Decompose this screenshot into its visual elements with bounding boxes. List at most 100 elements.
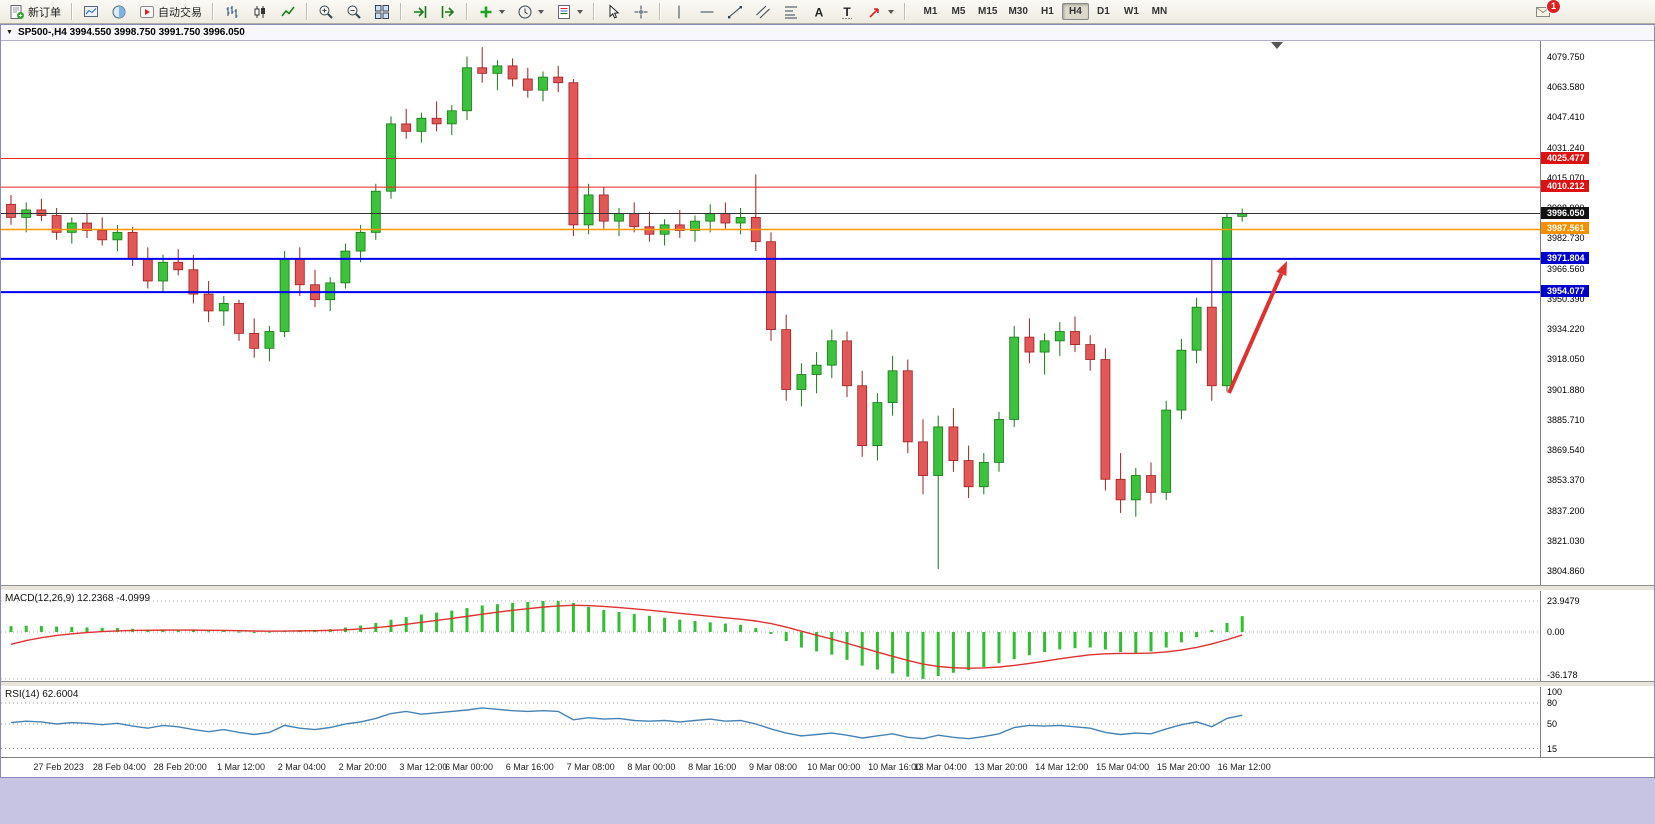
trendline-tool-button[interactable] xyxy=(722,1,748,23)
periods-button[interactable] xyxy=(512,1,549,23)
zoom-in-button[interactable] xyxy=(313,1,339,23)
rsi-chart[interactable] xyxy=(1,687,1540,757)
rsi-axis-label: 15 xyxy=(1547,743,1558,754)
macd-panel[interactable]: MACD(12,26,9) 12.2368 -4.0999 xyxy=(1,591,1540,681)
chart-title: SP500-,H4 3994.550 3998.750 3991.750 399… xyxy=(17,27,245,38)
price-tag: 3987.561 xyxy=(1541,222,1589,235)
rsi-label: RSI(14) 62.6004 xyxy=(5,689,79,700)
indicators-button[interactable] xyxy=(473,1,510,23)
chart-menu-triangle[interactable]: ▼ xyxy=(6,29,13,36)
timeframe-m30[interactable]: M30 xyxy=(1008,6,1028,17)
timeframe-m1[interactable]: M1 xyxy=(923,6,938,17)
crosshair-icon xyxy=(633,4,649,20)
text-icon: A xyxy=(811,4,827,20)
price-axis-label: 3885.710 xyxy=(1547,414,1585,425)
timeframe-d1[interactable]: D1 xyxy=(1097,6,1110,17)
time-axis-label: 7 Mar 08:00 xyxy=(566,762,615,772)
line-chart-mode-button[interactable] xyxy=(275,1,301,23)
price-axis: 4025.477 4010.212 3996.050 3987.561 3971.804… xyxy=(1540,41,1654,585)
label-tool-button[interactable]: T xyxy=(834,1,860,23)
time-axis-label: 13 Mar 20:00 xyxy=(974,762,1028,772)
rsi-axis: 100 80 50 15 xyxy=(1540,687,1654,757)
time-axis-label: 16 Mar 12:00 xyxy=(1217,762,1271,772)
time-axis-label: 6 Mar 00:00 xyxy=(444,762,494,772)
new-order-button[interactable]: 新订单 xyxy=(4,1,66,23)
macd-chart[interactable] xyxy=(1,591,1540,681)
panel-divider[interactable] xyxy=(1,585,1654,591)
time-axis-label: 8 Mar 16:00 xyxy=(688,762,737,772)
chart-shift-button[interactable] xyxy=(435,1,461,23)
profiles-button[interactable] xyxy=(106,1,132,23)
timeframe-h1[interactable]: H1 xyxy=(1041,6,1054,17)
price-axis-label: 4047.410 xyxy=(1547,112,1585,123)
price-axis-label: 3934.220 xyxy=(1547,324,1585,335)
time-axis-label: 10 Mar 16:00 xyxy=(868,762,922,772)
price-axis-label: 3821.030 xyxy=(1547,535,1585,546)
price-chart[interactable] xyxy=(1,41,1540,585)
candlestick-mode-button[interactable] xyxy=(247,1,273,23)
templates-button[interactable] xyxy=(551,1,588,23)
price-axis-label: 3950.390 xyxy=(1547,293,1585,304)
trendline-icon xyxy=(727,4,743,20)
toolbar-separator xyxy=(593,3,595,20)
price-axis-label: 3853.370 xyxy=(1547,475,1585,486)
time-axis-label: 15 Mar 04:00 xyxy=(1096,762,1150,772)
horizontal-line-tool-button[interactable] xyxy=(694,1,720,23)
candles-icon xyxy=(252,4,268,20)
channel-tool-button[interactable] xyxy=(750,1,776,23)
chart-shift-icon xyxy=(440,4,456,20)
new-chart-button[interactable] xyxy=(78,1,104,23)
autoscroll-button[interactable] xyxy=(407,1,433,23)
new-chart-icon xyxy=(83,4,99,20)
autotrading-button[interactable]: 自动交易 xyxy=(134,1,207,23)
timeframe-h4[interactable]: H4 xyxy=(1061,3,1089,20)
timeframe-m15[interactable]: M15 xyxy=(978,6,998,17)
vertical-line-tool-button[interactable] xyxy=(666,1,692,23)
bars-icon xyxy=(224,4,240,20)
timeframe-m5[interactable]: M5 xyxy=(951,6,966,17)
autotrading-icon xyxy=(139,4,155,20)
price-tag: 3954.077 xyxy=(1541,285,1589,298)
chevron-down-icon xyxy=(577,9,583,14)
channel-icon xyxy=(755,4,771,20)
toolbar-separator xyxy=(466,3,468,20)
autotrading-label: 自动交易 xyxy=(158,6,202,19)
vertical-line-icon xyxy=(671,4,687,20)
macd-axis-label: -36.178 xyxy=(1547,670,1578,680)
fibonacci-tool-button[interactable] xyxy=(778,1,804,23)
timeframe-w1[interactable]: W1 xyxy=(1123,6,1139,17)
time-axis-label: 6 Mar 16:00 xyxy=(505,762,554,772)
text-tool-button[interactable]: A xyxy=(806,1,832,23)
time-axis-label: 27 Feb 2023 xyxy=(33,762,84,772)
time-axis-label: 28 Feb 20:00 xyxy=(153,762,207,772)
cursor-tool-button[interactable] xyxy=(600,1,626,23)
templates-icon xyxy=(556,4,572,20)
time-axis-label: 15 Mar 20:00 xyxy=(1156,762,1210,772)
time-axis-label: 2 Mar 20:00 xyxy=(338,762,387,772)
macd-axis-label: 23.9479 xyxy=(1547,595,1580,606)
price-axis-label: 3918.050 xyxy=(1547,354,1585,365)
panel-divider[interactable] xyxy=(1,681,1654,687)
crosshair-tool-button[interactable] xyxy=(628,1,654,23)
tile-windows-button[interactable] xyxy=(369,1,395,23)
rsi-axis-label: 50 xyxy=(1547,719,1558,729)
price-tag: 4025.477 xyxy=(1541,151,1589,164)
chevron-down-icon xyxy=(888,9,894,14)
time-axis-label: 14 Mar 12:00 xyxy=(1035,762,1089,772)
notification-button[interactable]: 1 xyxy=(1530,0,1561,23)
time-axis-label: 2 Mar 04:00 xyxy=(277,762,326,772)
toolbar-separator xyxy=(306,3,308,20)
zoom-out-button[interactable] xyxy=(341,1,367,23)
rsi-panel[interactable]: RSI(14) 62.6004 xyxy=(1,687,1540,757)
price-axis-label: 4015.070 xyxy=(1547,172,1585,183)
arrows-tool-button[interactable] xyxy=(862,1,899,23)
bar-chart-mode-button[interactable] xyxy=(219,1,245,23)
cursor-icon xyxy=(605,3,621,20)
price-chart-panel[interactable] xyxy=(1,41,1540,585)
macd-axis-label: 0.00 xyxy=(1547,627,1565,637)
price-axis-label: 3804.860 xyxy=(1547,566,1585,577)
price-axis-label: 3982.730 xyxy=(1547,233,1585,244)
timeframe-mn[interactable]: MN xyxy=(1151,6,1168,17)
macd-label: MACD(12,26,9) 12.2368 -4.0999 xyxy=(5,593,151,604)
